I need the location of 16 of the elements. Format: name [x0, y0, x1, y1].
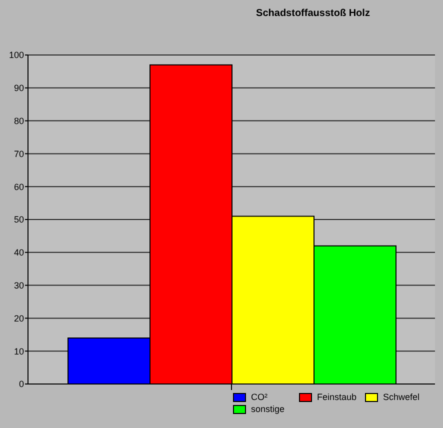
- legend-label: CO²: [251, 392, 268, 402]
- y-tick-label: 80: [14, 116, 24, 126]
- y-tick-label: 40: [14, 248, 24, 258]
- y-tick-label: 70: [14, 148, 24, 159]
- y-tick-label: 0: [18, 379, 24, 390]
- y-tick-label: 90: [14, 83, 24, 94]
- y-tick-label: 20: [14, 313, 24, 324]
- y-tick-label: 100: [8, 50, 24, 60]
- y-tick-label: 30: [14, 280, 24, 290]
- y-tick-label: 60: [14, 182, 24, 192]
- chart-title: Schadstoffausstoß Holz: [255, 8, 371, 19]
- y-tick-label: 50: [14, 214, 24, 225]
- legend-label: Feinstaub: [317, 392, 357, 402]
- legend-label: sonstige: [251, 404, 285, 414]
- legend-label: Schwefel: [383, 392, 420, 402]
- y-tick-label: 10: [14, 346, 24, 356]
